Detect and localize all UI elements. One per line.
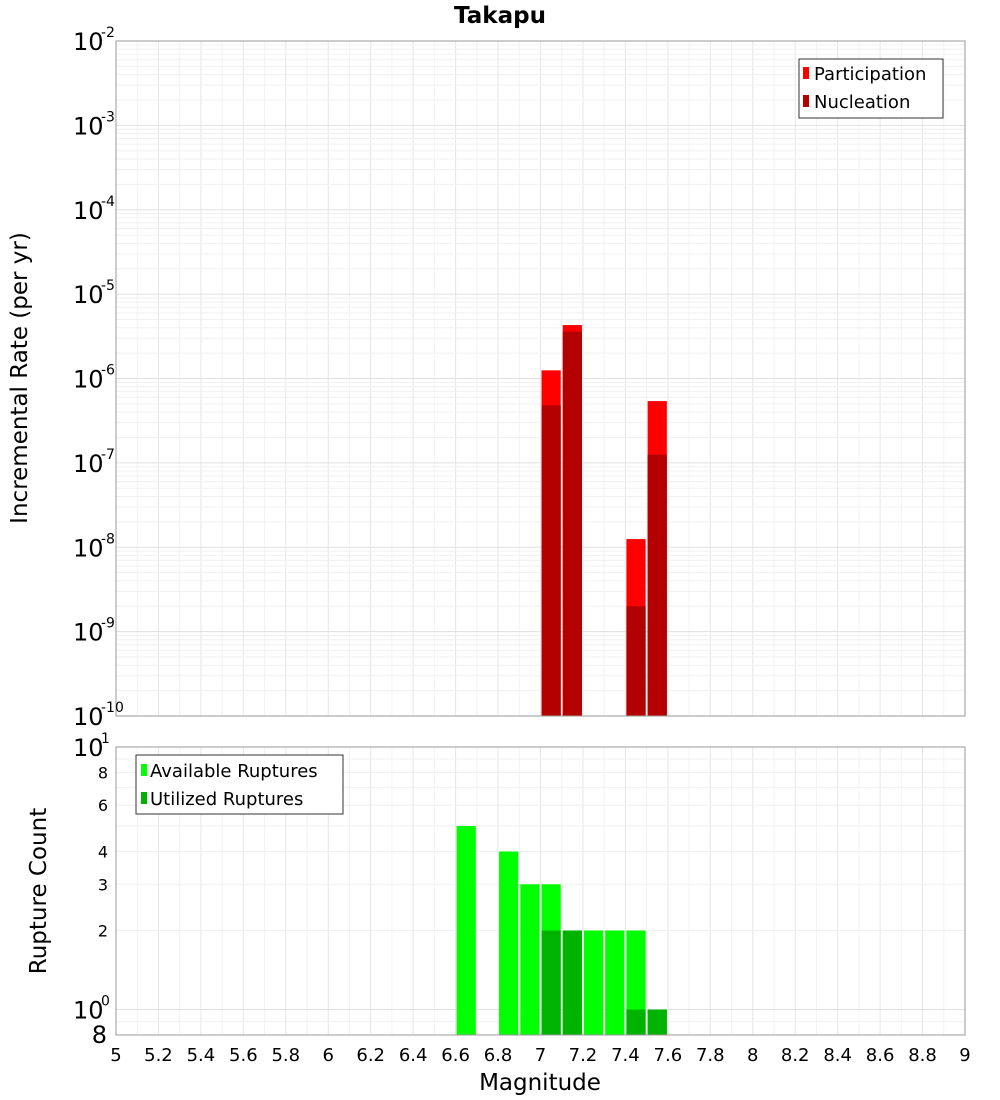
svg-text:10: 10 — [73, 112, 104, 140]
x-tick-label: 8 — [747, 1045, 758, 1066]
svg-text:10: 10 — [73, 734, 104, 762]
x-tick-label: 7.8 — [696, 1045, 725, 1066]
legend-swatch-nucleation — [803, 95, 809, 107]
rate-y-tick-label: 10-10 — [73, 700, 124, 731]
x-tick-label: 7.2 — [569, 1045, 598, 1066]
count-y-minor-tick-label: 8 — [92, 1021, 107, 1049]
bar-available-ruptures-5 — [583, 930, 604, 1035]
bar-utilized-ruptures-3 — [647, 1009, 667, 1035]
svg-text:-2: -2 — [101, 25, 115, 41]
svg-text:-8: -8 — [101, 531, 115, 547]
bar-utilized-ruptures-1 — [562, 930, 582, 1035]
count-y-tick-label: 101 — [73, 731, 110, 762]
rate-y-tick-label: 10-8 — [73, 531, 115, 562]
rate-y-axis-label: Incremental Rate (per yr) — [7, 232, 33, 524]
count-y-minor-tick-label: 2 — [98, 922, 108, 941]
count-y-minor-tick-label: 3 — [98, 875, 108, 894]
rate-y-tick-label: 10-2 — [73, 25, 115, 56]
x-ticks: 5 5.2 5.4 5.6 5.8 6 6.2 6.4 6.6 6.8 7 7.2 7.4 7.6 7.8 8… — [110, 1045, 970, 1066]
x-tick-label: 6.2 — [356, 1045, 385, 1066]
rate-y-tick-label: 10-4 — [73, 194, 115, 225]
bar-available-ruptures-0 — [456, 826, 476, 1035]
svg-text:10: 10 — [73, 28, 104, 56]
count-y-minor-tick-label: 6 — [98, 796, 108, 815]
svg-text:-7: -7 — [101, 447, 115, 463]
svg-text:10: 10 — [73, 703, 104, 731]
legend-swatch-utilized-ruptures — [141, 792, 147, 804]
rate-y-tick-label: 10-6 — [73, 363, 115, 394]
legend-label-available-ruptures: Available Ruptures — [150, 761, 318, 782]
legend-label-utilized-ruptures: Utilized Ruptures — [150, 789, 303, 810]
svg-text:10: 10 — [73, 366, 104, 394]
svg-text:10: 10 — [73, 997, 104, 1025]
count-y-minor-tick-label: 8 — [98, 763, 108, 782]
x-tick-label: 5 — [110, 1045, 121, 1066]
rate-y-tick-label: 10-5 — [73, 278, 115, 309]
x-tick-label: 5.8 — [271, 1045, 300, 1066]
svg-text:-5: -5 — [101, 278, 115, 294]
x-tick-label: 5.2 — [144, 1045, 173, 1066]
bar-nucleation-1 — [562, 331, 582, 716]
x-tick-label: 6 — [323, 1045, 334, 1066]
svg-text:-9: -9 — [101, 616, 115, 632]
x-tick-label: 8.2 — [781, 1045, 810, 1066]
svg-text:10: 10 — [73, 534, 104, 562]
x-tick-label: 6.4 — [399, 1045, 428, 1066]
legend-swatch-available-ruptures — [141, 764, 147, 776]
bar-available-ruptures-7 — [626, 930, 646, 1035]
svg-text:10: 10 — [73, 281, 104, 309]
rate-bars — [541, 325, 667, 716]
count-y-minor-tick-label: 4 — [98, 842, 108, 861]
count-y-axis-label: Rupture Count — [26, 808, 52, 974]
bar-available-ruptures-1 — [499, 851, 519, 1035]
svg-text:-4: -4 — [101, 194, 115, 210]
x-tick-label: 8.8 — [908, 1045, 937, 1066]
count-bars — [456, 826, 667, 1035]
x-tick-label: 9 — [959, 1045, 970, 1066]
count-y-tick-label: 100 — [73, 994, 110, 1025]
x-tick-label: 8.6 — [866, 1045, 895, 1066]
svg-text:-3: -3 — [101, 109, 115, 125]
svg-text:-6: -6 — [101, 363, 115, 379]
legend-label-participation: Participation — [814, 64, 926, 85]
bar-nucleation-2 — [626, 606, 646, 716]
legend-swatch-participation — [803, 67, 809, 79]
bar-nucleation-3 — [647, 454, 667, 716]
bar-nucleation-0 — [541, 405, 561, 716]
x-tick-label: 7.6 — [654, 1045, 683, 1066]
x-tick-label: 5.4 — [187, 1045, 216, 1066]
rate-y-tick-label: 10-3 — [73, 109, 115, 140]
rate-y-tick-label: 10-7 — [73, 447, 115, 478]
x-tick-label: 5.6 — [229, 1045, 258, 1066]
svg-text:10: 10 — [73, 619, 104, 647]
bar-available-ruptures-2 — [520, 884, 540, 1035]
svg-text:10: 10 — [73, 450, 104, 478]
chart-title: Takapu — [454, 3, 546, 29]
bar-utilized-ruptures-2 — [626, 1009, 646, 1035]
svg-text:10: 10 — [73, 197, 104, 225]
x-tick-label: 6.6 — [441, 1045, 470, 1066]
x-tick-label: 7.4 — [611, 1045, 640, 1066]
x-tick-label: 6.8 — [484, 1045, 513, 1066]
count-legend: Available Ruptures Utilized Ruptures — [135, 754, 344, 815]
svg-text:0: 0 — [101, 994, 110, 1010]
x-axis-label: Magnitude — [479, 1070, 601, 1096]
rate-legend: Participation Nucleation — [798, 58, 944, 119]
x-tick-label: 8.4 — [823, 1045, 852, 1066]
svg-text:1: 1 — [101, 731, 110, 747]
bar-available-ruptures-6 — [605, 930, 625, 1035]
legend-label-nucleation: Nucleation — [814, 92, 910, 113]
svg-text:-10: -10 — [101, 700, 124, 716]
rate-y-tick-label: 10-9 — [73, 616, 115, 647]
bar-utilized-ruptures-0 — [541, 930, 561, 1035]
x-tick-label: 7 — [535, 1045, 546, 1066]
rate-grid — [115, 41, 966, 717]
